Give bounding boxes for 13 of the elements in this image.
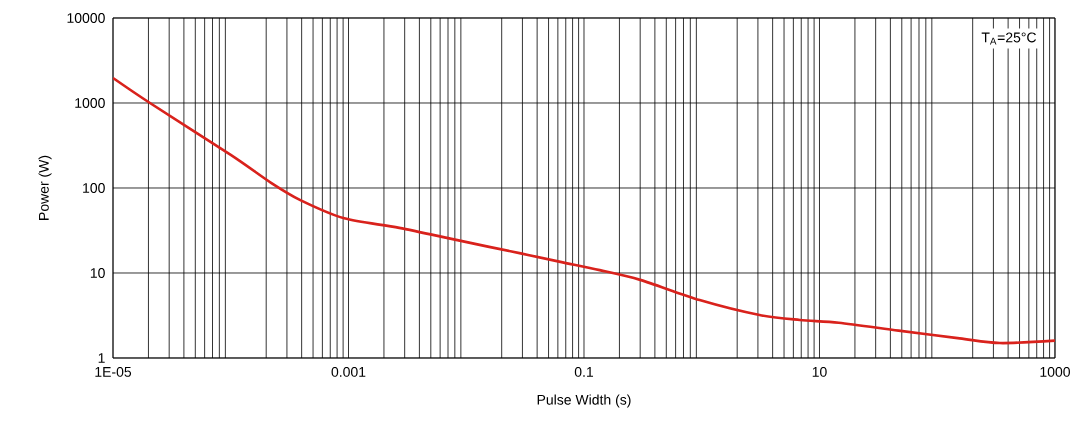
y-tick-label: 10000 (67, 13, 105, 23)
x-tick-label: 0.1 (574, 366, 594, 377)
annotation: T$_{A}$=25°C (981, 32, 1037, 45)
x-tick-label: 1000 (1040, 366, 1070, 377)
y-tick-label: 1 (98, 353, 105, 363)
y-tick-label: 100 (83, 183, 105, 193)
x-tick-label: 0.001 (331, 366, 366, 377)
x-axis-title: Pulse Width (s) (537, 394, 631, 408)
y-tick-label: 10 (90, 268, 105, 278)
y-axis-title: Power (W) (38, 155, 52, 220)
x-tick-label: 10 (812, 366, 827, 377)
x-tick-label: 1E-05 (95, 366, 132, 377)
y-tick-label: 1000 (75, 98, 105, 108)
